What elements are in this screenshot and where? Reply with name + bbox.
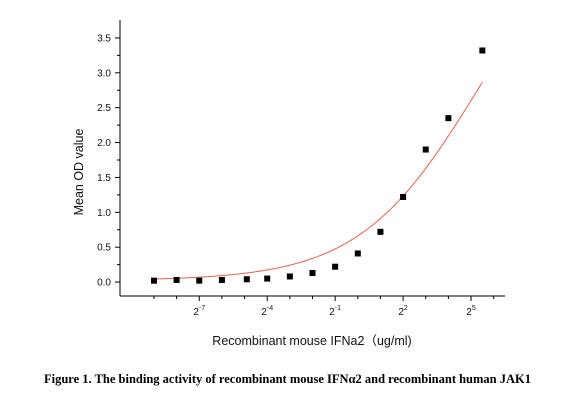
x-tick-label: 2-1: [329, 305, 341, 318]
y-tick-label: 2.0: [97, 138, 111, 149]
x-axis-title: Recombinant mouse IFNa2（ug/ml): [212, 334, 411, 348]
y-axis-title: Mean OD value: [72, 129, 86, 216]
fit-curve: [153, 82, 483, 280]
data-point: [332, 263, 339, 270]
y-tick-label: 3.5: [97, 33, 111, 44]
y-axis-ticks: 0.0 0.5 1.0 1.5 2.0 2.5 3.0 3.5: [97, 33, 120, 289]
data-point: [377, 228, 384, 235]
data-point: [264, 275, 271, 282]
binding-chart: 0.0 0.5 1.0 1.5 2.0 2.5 3.0 3.5 2-7 2-4 2-1 22 25 M…: [72, 20, 505, 348]
y-tick-label: 2.5: [97, 103, 111, 114]
data-point: [354, 250, 361, 257]
data-point: [286, 273, 293, 280]
data-point: [479, 47, 486, 54]
data-point: [173, 276, 180, 283]
x-tick-label: 22: [398, 305, 408, 318]
y-tick-label: 1.0: [97, 208, 111, 219]
y-tick-label: 1.5: [97, 173, 111, 184]
data-point: [400, 193, 407, 200]
y-tick-label: 0.5: [97, 243, 111, 254]
data-point: [150, 277, 157, 284]
figure-caption: Figure 1. The binding activity of recomb…: [44, 372, 531, 386]
data-point: [243, 276, 250, 283]
y-tick-label: 0.0: [97, 278, 111, 289]
data-point: [445, 115, 452, 122]
data-point: [422, 146, 429, 153]
y-tick-label: 3.0: [97, 68, 111, 79]
data-point: [218, 276, 225, 283]
data-point: [196, 277, 203, 284]
data-point: [309, 269, 316, 276]
data-points: [150, 47, 486, 284]
x-tick-label: 2-4: [261, 305, 273, 318]
x-tick-label: 2-7: [193, 305, 205, 318]
x-tick-label: 25: [466, 305, 476, 318]
x-axis-ticks: 2-7 2-4 2-1 22 25: [153, 296, 495, 318]
